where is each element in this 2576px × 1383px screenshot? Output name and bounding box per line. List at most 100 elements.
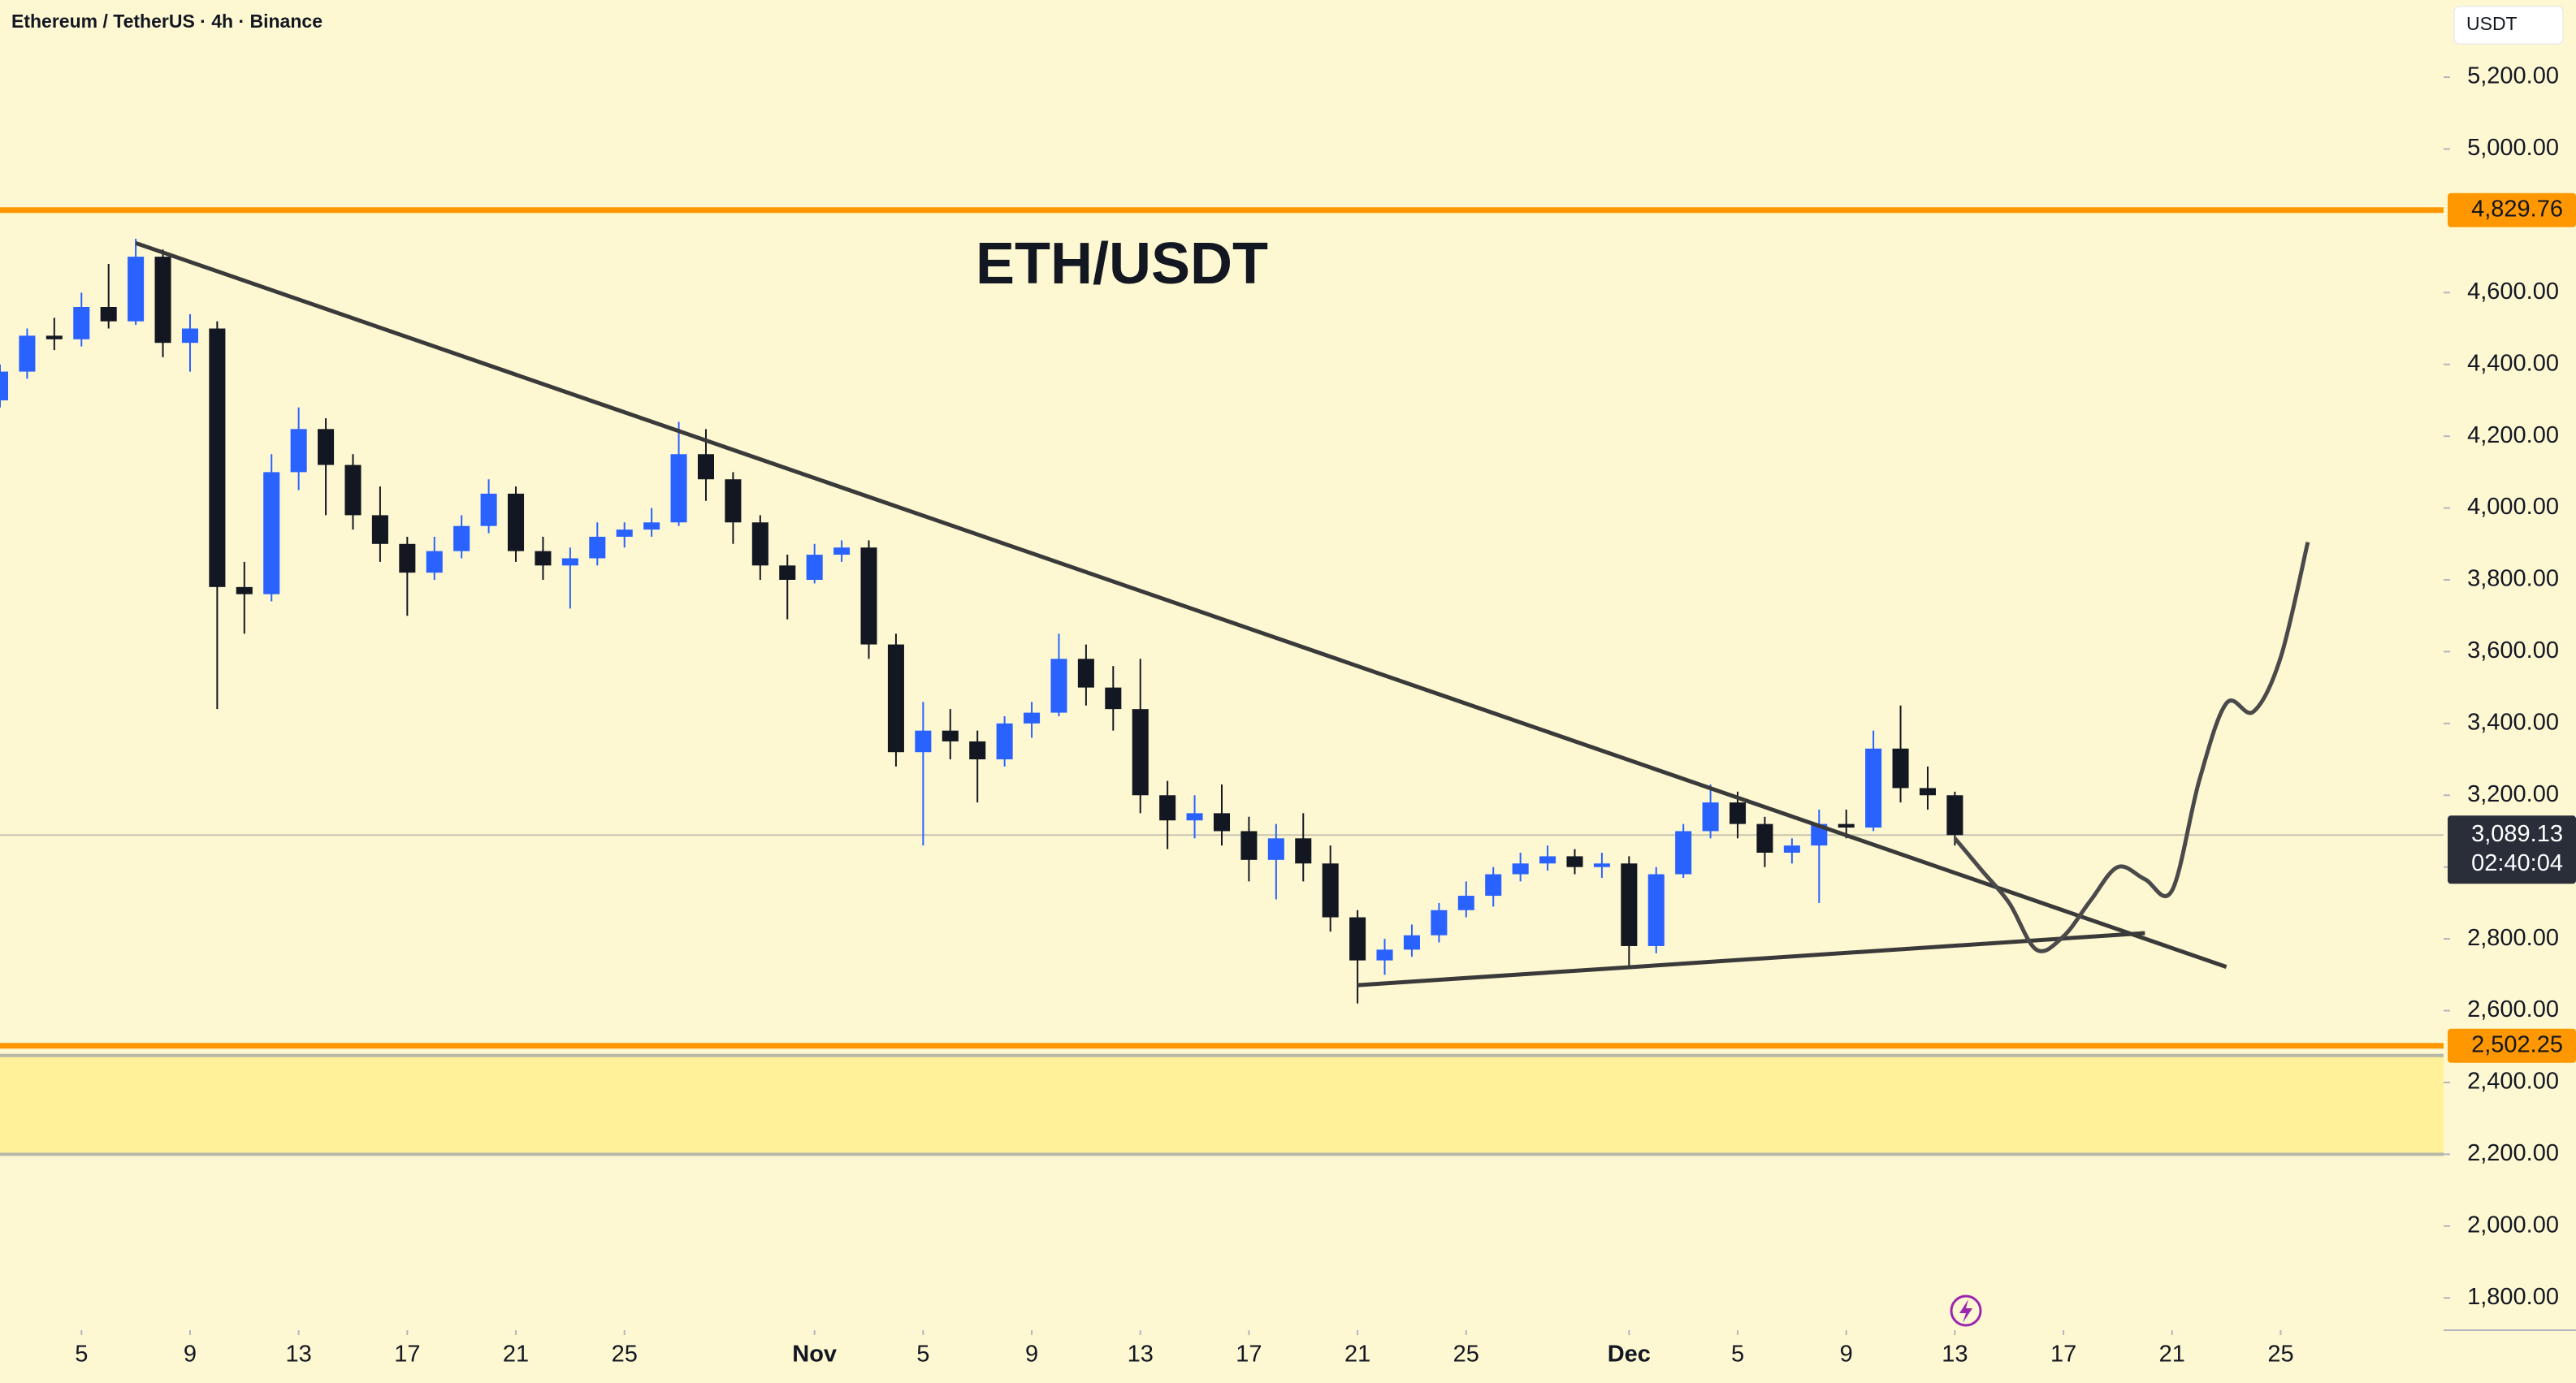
x-tick-label: 5 (75, 1342, 88, 1368)
candle-body (1132, 709, 1149, 796)
candle-body (1756, 823, 1773, 853)
candle-body (507, 493, 525, 551)
candle-body (344, 465, 362, 516)
x-tick-label: 9 (1840, 1342, 1853, 1368)
candle-body (561, 558, 578, 566)
candle-body (887, 644, 904, 753)
chart-title: ETH/USDT (976, 231, 1268, 296)
candle-body (1783, 845, 1800, 853)
current-price-box (2448, 815, 2576, 884)
candle-body (1186, 813, 1203, 821)
y-tick-label: 2,000.00 (2467, 1212, 2559, 1238)
candle-body (1267, 838, 1284, 860)
trendline (1357, 931, 2145, 988)
candle-body (426, 551, 443, 573)
candle-body (833, 547, 851, 555)
candle-body (399, 543, 416, 573)
candle-body (209, 328, 226, 587)
y-tick-label: 3,600.00 (2467, 637, 2559, 663)
y-tick-label: 4,000.00 (2467, 494, 2559, 520)
candle-body (1675, 831, 1692, 875)
candle-body (643, 522, 660, 530)
candle-body (236, 586, 253, 594)
candle-body (73, 307, 90, 339)
candle-body (670, 454, 687, 523)
candle-body (1457, 896, 1474, 910)
candle-body (1512, 863, 1529, 875)
event-icon-bolt (1959, 1299, 1972, 1323)
candle-body (1566, 856, 1583, 867)
candle-body (1349, 917, 1366, 961)
candle-body (860, 547, 877, 645)
candle-body (969, 741, 986, 760)
candle-body (1024, 712, 1041, 724)
candle-body (1240, 831, 1258, 860)
candle-body (751, 522, 768, 566)
candle-body (779, 565, 796, 580)
candle-body (154, 257, 171, 344)
x-tick-label: 21 (1344, 1342, 1370, 1368)
y-tick-label: 3,800.00 (2467, 566, 2559, 592)
candle-body (697, 454, 715, 480)
y-tick-label: 1,800.00 (2467, 1284, 2559, 1310)
y-tick-label: 2,200.00 (2467, 1140, 2559, 1166)
candle-body (1295, 838, 1312, 864)
candle-body (453, 525, 470, 551)
level-label: 4,829.76 (2471, 196, 2563, 222)
candle-body (942, 730, 959, 741)
x-tick-label: 5 (1731, 1342, 1744, 1368)
candle-body (725, 479, 742, 523)
event-icon[interactable] (1950, 1294, 1982, 1327)
candle-body (1539, 856, 1556, 864)
level-label-box (2448, 192, 2576, 227)
x-tick-label: 17 (394, 1342, 420, 1368)
candle-body (1593, 863, 1610, 867)
candle-body (1647, 874, 1665, 946)
candle-body (181, 328, 198, 344)
x-tick-label: 25 (1453, 1342, 1479, 1368)
candle-body (19, 335, 36, 372)
x-tick-label: 9 (184, 1342, 197, 1368)
candle-body (1729, 802, 1747, 824)
y-tick-label: 4,200.00 (2467, 422, 2559, 448)
candle-body (1485, 874, 1502, 897)
x-tick-label: 17 (2050, 1342, 2076, 1368)
y-tick-label: 5,200.00 (2467, 63, 2559, 89)
x-tick-label: 9 (1025, 1342, 1038, 1368)
demand-zone (0, 1055, 2444, 1155)
x-tick-label: 5 (916, 1342, 929, 1368)
projection-path (1953, 542, 2310, 953)
x-tick-label: 25 (612, 1342, 638, 1368)
candle-body (1159, 795, 1176, 821)
candle-body (290, 429, 307, 473)
y-tick-label: 4,400.00 (2467, 350, 2559, 376)
y-tick-label: 4,600.00 (2467, 279, 2559, 305)
y-tick-label: 2,400.00 (2467, 1069, 2559, 1095)
candle-body (1077, 659, 1094, 688)
candle-body (0, 371, 9, 400)
candle-body (128, 257, 145, 322)
level-label-box (2448, 1028, 2576, 1063)
x-tick-label: Dec (1608, 1342, 1651, 1368)
y-tick-label: 5,000.00 (2467, 135, 2559, 161)
x-tick-label: 13 (1942, 1342, 1968, 1368)
candle-body (1376, 949, 1393, 961)
x-tick-label: 21 (503, 1342, 529, 1368)
x-tick-label: Nov (792, 1342, 837, 1368)
x-tick-label: 17 (1236, 1342, 1262, 1368)
candle-body (1702, 802, 1719, 832)
candle-body (1431, 910, 1448, 936)
candle-body (318, 429, 335, 465)
currency-box[interactable] (2453, 6, 2564, 45)
trendline (135, 240, 2227, 969)
countdown-label: 02:40:04 (2471, 850, 2563, 876)
symbol-header: Ethereum / TetherUS · 4h · Binance (11, 11, 323, 32)
y-tick-label: 3,200.00 (2467, 781, 2559, 807)
candle-body (480, 493, 497, 526)
currency: USDT (2466, 13, 2518, 34)
candle-body (100, 307, 117, 322)
candle-body (1322, 863, 1339, 918)
candle-body (589, 536, 606, 559)
